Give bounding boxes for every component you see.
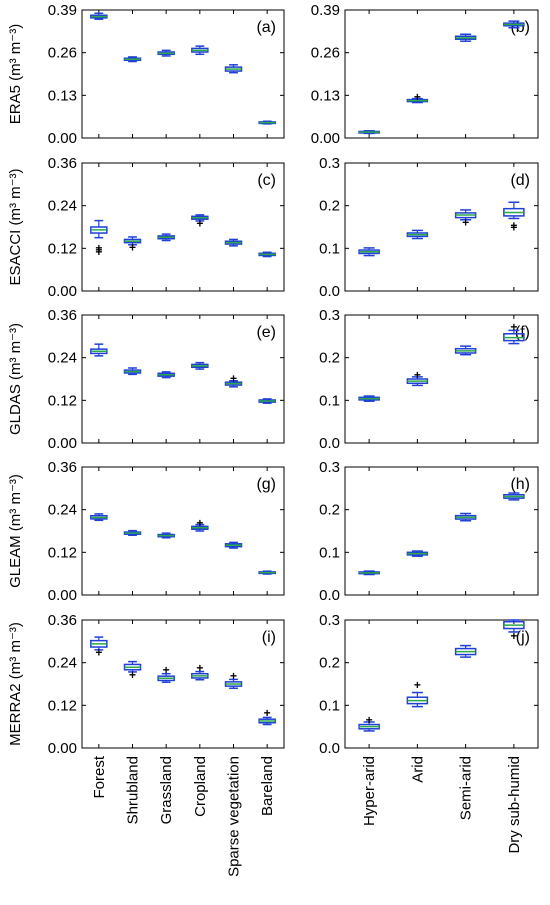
panel-label: (g) [256,476,276,493]
y-axis-label: GLDAS (m³ m⁻³) [7,323,24,435]
outlier-marker: + [95,245,102,259]
y-tick-label: 0.36 [48,155,77,172]
outlier-marker: + [414,368,421,382]
y-tick-label: 0.39 [311,2,340,19]
y-tick-label: 0.2 [319,655,340,672]
y-tick-label: 0.3 [319,459,340,476]
y-tick-label: 0.12 [48,544,77,561]
y-tick-label: 0.39 [48,2,77,19]
y-tick-label: 0.1 [319,240,340,257]
x-category-label: Arid [409,756,426,783]
plot-frame [344,619,539,749]
outlier-marker: + [510,629,517,643]
outlier-marker: + [95,646,102,660]
y-tick-label: 0.12 [48,697,77,714]
outlier-marker: + [129,240,136,254]
panel-label: (j) [516,629,530,646]
y-tick-label: 0.1 [319,392,340,409]
y-tick-label: 0.3 [319,612,340,629]
x-category-label: Hyper-arid [361,756,378,826]
y-tick-label: 0.3 [319,307,340,324]
plot-frame [344,314,539,444]
panel-label: (e) [256,324,276,341]
y-tick-label: 0.36 [48,307,77,324]
y-tick-label: 0.24 [48,502,77,519]
outlier-marker: + [462,215,469,229]
plot-frame [81,619,285,749]
y-tick-label: 0.36 [48,459,77,476]
x-category-label: Forest [91,755,108,798]
y-tick-label: 0.13 [48,87,77,104]
y-tick-label: 0.2 [319,350,340,367]
panel-label: (c) [257,172,276,189]
outlier-marker: + [163,663,170,677]
y-tick-label: 0.24 [48,350,77,367]
y-tick-label: 0.1 [319,544,340,561]
panel-label: (f) [515,324,530,341]
y-tick-label: 0.00 [48,435,77,452]
outlier-marker: + [414,90,421,104]
y-tick-label: 0.00 [48,587,77,604]
outlier-marker: + [510,219,517,233]
outlier-marker: + [196,516,203,530]
plot-frame [81,9,285,139]
panel-label: (h) [510,476,530,493]
outlier-marker: + [196,661,203,675]
y-tick-label: 0.26 [48,45,77,62]
outlier-marker: + [196,216,203,230]
x-category-label: Semi-arid [458,756,475,820]
y-tick-label: 0.0 [319,587,340,604]
y-tick-label: 0.2 [319,502,340,519]
x-category-label: Sparse vegetation [226,756,243,877]
y-tick-label: 0.13 [311,87,340,104]
x-category-label: Shrubland [125,756,142,824]
y-tick-label: 0.0 [319,435,340,452]
y-tick-label: 0.3 [319,155,340,172]
y-tick-label: 0.26 [311,45,340,62]
x-category-label: Bareland [259,756,276,816]
plot-frame [81,314,285,444]
plot-frame [344,466,539,596]
y-tick-label: 0.12 [48,240,77,257]
outlier-marker: + [510,220,517,234]
outlier-marker: + [414,678,421,692]
y-tick-label: 0.2 [319,198,340,215]
y-tick-label: 0.00 [48,130,77,147]
y-tick-label: 0.0 [319,283,340,300]
plot-frame [81,162,285,292]
outlier-marker: + [264,706,271,720]
x-category-label: Cropland [192,756,209,817]
outlier-marker: + [95,241,102,255]
y-axis-label: ESACCI (m³ m⁻³) [7,168,24,285]
y-tick-label: 0.00 [48,283,77,300]
outlier-marker: + [510,320,517,334]
y-tick-label: 0.12 [48,392,77,409]
y-tick-label: 0.00 [311,130,340,147]
y-tick-label: 0.36 [48,612,77,629]
outlier-marker: + [230,669,237,683]
y-tick-label: 0.1 [319,697,340,714]
y-tick-label: 0.24 [48,198,77,215]
y-axis-label: ERA5 (m³ m⁻³) [7,24,24,124]
panel-label: (i) [262,629,276,646]
plot-frame [344,9,539,139]
y-tick-label: 0.0 [319,740,340,757]
y-axis-label: MERRA2 (m³ m⁻³) [7,622,24,746]
panel-label: (d) [510,172,530,189]
plot-frame [81,466,285,596]
panel-label: (a) [256,19,276,36]
y-tick-label: 0.00 [48,740,77,757]
outlier-marker: + [366,713,373,727]
y-axis-label: GLEAM (m³ m⁻³) [7,474,24,588]
x-category-label: Grassland [158,756,175,824]
plot-frame [344,162,539,292]
outlier-marker: + [129,668,136,682]
outlier-marker: + [230,372,237,386]
y-tick-label: 0.24 [48,655,77,672]
x-category-label: Dry sub-humid [506,756,523,854]
outlier-marker: + [95,243,102,257]
